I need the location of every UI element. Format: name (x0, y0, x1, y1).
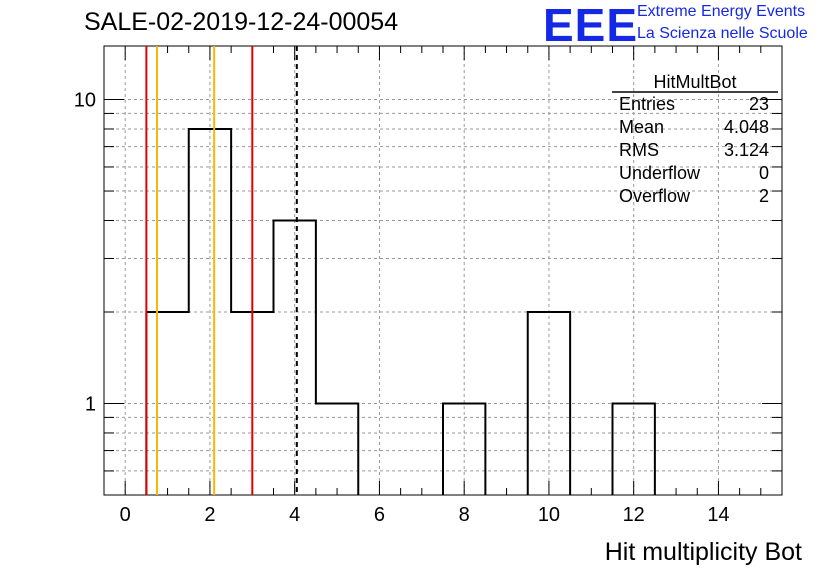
stats-value: 2 (759, 186, 769, 206)
y-tick-label: 1 (85, 393, 96, 415)
stats-label: Underflow (619, 163, 701, 183)
stats-value: 4.048 (724, 117, 769, 137)
run-title: SALE-02-2019-12-24-00054 (84, 8, 399, 36)
stats-label: Entries (619, 94, 675, 114)
eee-logo: EEE (543, 0, 639, 51)
logo-subtitle-1: Extreme Energy Events (637, 3, 806, 20)
stats-label: Mean (619, 117, 664, 137)
stats-label: RMS (619, 140, 659, 160)
logo-subtitle-2: La Scienza nelle Scuole (637, 25, 808, 42)
x-tick-label: 10 (538, 504, 560, 526)
stats-value: 0 (759, 163, 769, 183)
x-tick-label: 0 (120, 504, 131, 526)
x-tick-label: 2 (204, 504, 215, 526)
stats-label: Overflow (619, 186, 691, 206)
stats-value: 23 (749, 94, 769, 114)
x-axis-label: Hit multiplicity Bot (605, 538, 802, 566)
x-tick-label: 6 (374, 504, 385, 526)
stats-value: 3.124 (724, 140, 769, 160)
y-tick-label: 10 (74, 90, 96, 112)
stats-title: HitMultBot (653, 72, 736, 92)
x-tick-label: 4 (289, 504, 300, 526)
x-tick-label: 14 (707, 504, 729, 526)
x-tick-label: 8 (459, 504, 470, 526)
x-tick-label: 12 (623, 504, 645, 526)
